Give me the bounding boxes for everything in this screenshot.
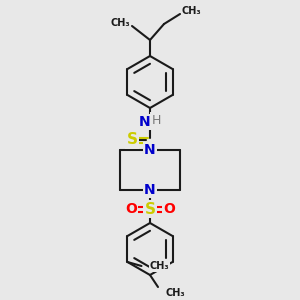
Text: S: S [127, 133, 137, 148]
Text: N: N [139, 115, 151, 129]
Text: CH₃: CH₃ [182, 6, 202, 16]
Text: H: H [151, 113, 161, 127]
Text: O: O [125, 202, 137, 216]
Text: CH₃: CH₃ [166, 288, 186, 298]
Text: O: O [163, 202, 175, 216]
Text: CH₃: CH₃ [110, 18, 130, 28]
Text: N: N [144, 183, 156, 197]
Text: S: S [145, 202, 155, 217]
Text: CH₃: CH₃ [149, 261, 169, 271]
Text: N: N [144, 143, 156, 157]
